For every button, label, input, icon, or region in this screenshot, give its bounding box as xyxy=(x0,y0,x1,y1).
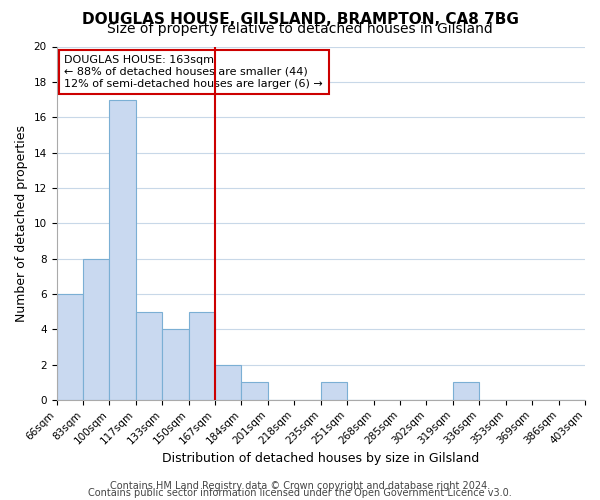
Bar xyxy=(136,312,162,400)
Text: Size of property relative to detached houses in Gilsland: Size of property relative to detached ho… xyxy=(107,22,493,36)
Bar xyxy=(162,329,188,400)
Bar xyxy=(321,382,347,400)
Bar xyxy=(241,382,268,400)
Bar xyxy=(56,294,83,400)
X-axis label: Distribution of detached houses by size in Gilsland: Distribution of detached houses by size … xyxy=(162,452,479,465)
Text: DOUGLAS HOUSE, GILSLAND, BRAMPTON, CA8 7BG: DOUGLAS HOUSE, GILSLAND, BRAMPTON, CA8 7… xyxy=(82,12,518,28)
Bar xyxy=(109,100,136,400)
Bar xyxy=(83,258,109,400)
Bar xyxy=(215,364,241,400)
Bar xyxy=(188,312,215,400)
Bar xyxy=(453,382,479,400)
Text: DOUGLAS HOUSE: 163sqm
← 88% of detached houses are smaller (44)
12% of semi-deta: DOUGLAS HOUSE: 163sqm ← 88% of detached … xyxy=(64,56,323,88)
Text: Contains public sector information licensed under the Open Government Licence v3: Contains public sector information licen… xyxy=(88,488,512,498)
Text: Contains HM Land Registry data © Crown copyright and database right 2024.: Contains HM Land Registry data © Crown c… xyxy=(110,481,490,491)
Y-axis label: Number of detached properties: Number of detached properties xyxy=(15,124,28,322)
